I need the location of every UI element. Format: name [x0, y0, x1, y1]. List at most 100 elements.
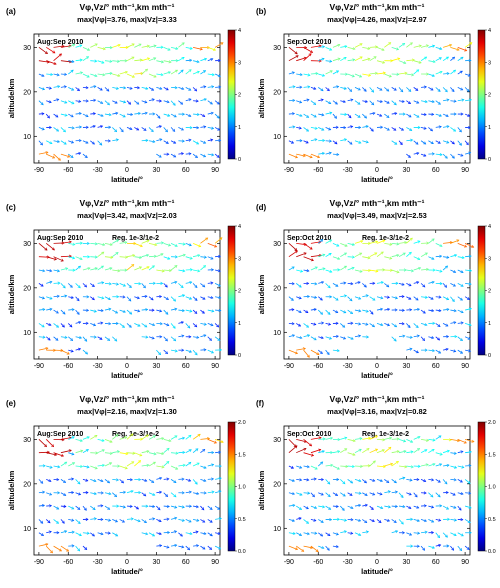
vector-arrow: [214, 100, 220, 105]
vector-arrow: [192, 519, 199, 522]
vector-arrow: [178, 335, 184, 338]
vector-arrow-head: [370, 507, 374, 511]
vector-arrow-head: [166, 323, 170, 327]
vector-arrow-head: [114, 100, 118, 104]
vector-arrow: [288, 86, 296, 88]
vector-arrow: [141, 86, 148, 90]
vector-arrow-head: [418, 266, 422, 270]
vector-arrow: [435, 71, 443, 75]
y-tick-label: 30: [23, 45, 31, 52]
vector-arrow: [163, 461, 170, 467]
vector-arrow: [420, 44, 429, 48]
vector-arrow-head: [218, 85, 222, 89]
vector-arrow: [67, 283, 73, 288]
vector-arrow: [141, 492, 147, 497]
vector-arrow-head: [123, 86, 127, 90]
vector-arrow: [450, 254, 457, 258]
vector-arrow: [354, 478, 362, 482]
y-axis-label: altitude/km: [7, 470, 16, 510]
vector-arrow: [38, 73, 45, 77]
vector-arrow-head: [321, 127, 325, 131]
vector-arrow: [60, 241, 72, 244]
vector-arrow: [391, 87, 397, 91]
vector-arrow-head: [101, 449, 105, 453]
vector-arrow-head: [83, 507, 87, 511]
vector-arrow: [362, 125, 369, 128]
vector-arrow-head: [416, 151, 420, 155]
vector-arrow: [464, 87, 470, 92]
vector-arrow-head: [335, 125, 339, 129]
vector-arrow: [428, 45, 435, 48]
vector-arrow-head: [431, 100, 435, 104]
vector-arrow-head: [292, 503, 296, 508]
vector-arrow-head: [321, 321, 325, 325]
vector-arrow-head: [328, 506, 332, 510]
vector-arrow: [97, 296, 104, 299]
vector-arrow: [398, 450, 407, 454]
vector-arrow-head: [168, 268, 172, 273]
vector-arrow: [68, 60, 75, 63]
vector-arrow: [384, 73, 392, 78]
vector-arrow-head: [320, 88, 324, 92]
vector-arrow: [126, 100, 131, 105]
vector-arrow: [68, 113, 74, 118]
vector-arrow: [200, 86, 206, 88]
vector-arrow-head: [305, 310, 309, 313]
vector-arrow: [406, 127, 412, 131]
vector-arrow: [288, 47, 298, 55]
vector-arrow: [192, 254, 200, 258]
vector-arrow-head: [371, 324, 375, 328]
vector-arrow-head: [197, 254, 201, 258]
vector-arrow-head: [318, 240, 322, 244]
vector-arrow: [192, 309, 198, 314]
vector-arrow: [119, 452, 128, 455]
vector-arrow-head: [382, 71, 386, 75]
vector-arrow-head: [189, 268, 193, 272]
vector-arrow: [126, 113, 133, 116]
vector-arrow: [134, 323, 141, 327]
vector-arrow: [325, 532, 331, 536]
vector-arrow: [464, 479, 471, 484]
vector-arrow-head: [158, 154, 162, 158]
vector-arrow: [156, 519, 162, 522]
vector-arrow-head: [402, 476, 406, 480]
vector-arrow: [53, 336, 59, 341]
vector-arrow-head: [76, 88, 80, 92]
vector-arrow: [60, 336, 68, 339]
vector-arrow-head: [159, 138, 163, 142]
vector-arrow-head: [453, 478, 457, 482]
vector-arrow: [318, 450, 325, 454]
x-tick-label: 0: [375, 559, 379, 566]
vector-arrow-head: [128, 101, 132, 105]
vector-arrow: [310, 254, 322, 258]
vector-arrow-head: [365, 530, 370, 534]
vector-arrow-head: [299, 465, 303, 469]
vector-arrow: [376, 438, 385, 441]
vector-arrow-head: [101, 463, 105, 467]
vector-arrow-head: [468, 58, 472, 63]
vector-arrow-head: [415, 297, 419, 301]
vector-arrow-head: [322, 267, 326, 271]
vector-arrow: [82, 349, 88, 355]
vector-arrow-head: [48, 323, 52, 327]
vector-arrow-head: [87, 267, 91, 271]
vector-arrow-head: [453, 349, 457, 353]
vector-arrow-head: [152, 281, 156, 285]
vector-arrow: [82, 140, 89, 144]
vector-arrow-head: [439, 153, 443, 157]
vector-arrow-head: [116, 450, 120, 454]
vector-arrow: [435, 532, 440, 538]
vector-arrow: [53, 545, 62, 552]
vector-arrow-head: [350, 311, 354, 315]
vector-arrow-head: [85, 86, 89, 90]
vector-arrow: [376, 239, 385, 244]
vector-arrow-head: [349, 298, 353, 302]
x-tick-label: 90: [211, 559, 219, 566]
vector-arrow: [303, 452, 314, 457]
vector-arrow-head: [446, 463, 450, 467]
vector-arrow-head: [195, 505, 199, 509]
x-axis-label: latitude/°: [361, 567, 393, 576]
vector-arrow: [112, 282, 119, 285]
vector-arrow: [428, 73, 435, 77]
vector-arrow: [68, 256, 75, 259]
